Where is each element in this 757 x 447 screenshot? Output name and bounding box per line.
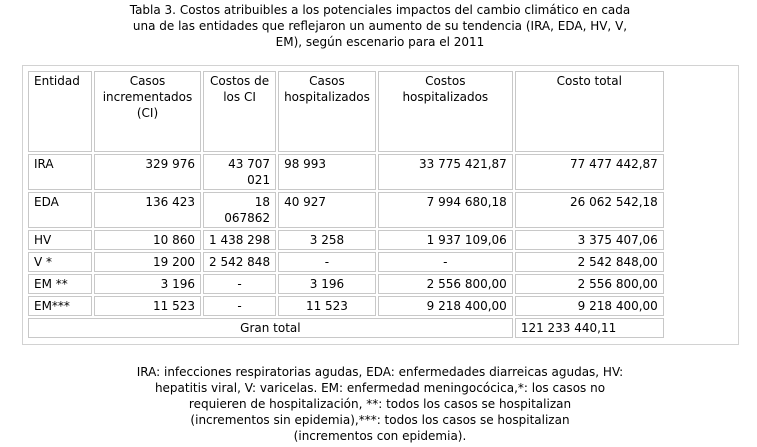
cell-entidad: EDA: [28, 192, 92, 228]
cell-costos-hospitalizados: 1 937 109,06: [377, 230, 513, 250]
cell-casos-hospitalizados: 11 523: [278, 296, 376, 316]
cell-casos-hospitalizados: 40 927: [278, 192, 376, 228]
cell-costo-total: 9 218 400,00: [514, 296, 664, 316]
cell-casos-hospitalizados: 98 993: [278, 154, 376, 190]
header-costo-total: Costo total: [514, 71, 664, 152]
cell-casos-incrementados: 11 523: [94, 296, 201, 316]
cell-costos-hospitalizados: -: [377, 252, 513, 272]
gran-total-value: 121 233 440,11: [514, 318, 664, 338]
cell-costo-total: 77 477 442,87: [514, 154, 664, 190]
cell-casos-incrementados: 136 423: [94, 192, 201, 228]
cell-costos-ci: 1 438 298: [203, 230, 277, 250]
header-entidad: Entidad: [28, 71, 92, 152]
table-notes: IRA: infecciones respiratorias agudas, E…: [60, 364, 700, 444]
cell-costo-total: 3 375 407,06: [514, 230, 664, 250]
cell-costos-ci: 2 542 848: [203, 252, 277, 272]
table-header-row: Entidad Casos incrementados (CI) Costos …: [28, 71, 664, 152]
cell-casos-hospitalizados: -: [278, 252, 376, 272]
cell-costo-total: 2 556 800,00: [514, 274, 664, 294]
header-costos-ci: Costos de los CI: [203, 71, 277, 152]
table-row: EM ** 3 196 - 3 196 2 556 800,00 2 556 8…: [28, 274, 664, 294]
cell-casos-hospitalizados: 3 258: [278, 230, 376, 250]
header-costos-hospitalizados: Costos hospitalizados: [377, 71, 513, 152]
cell-entidad: IRA: [28, 154, 92, 190]
note-line: (incrementos sin epidemia),***: todos lo…: [190, 413, 570, 427]
cell-costos-hospitalizados: 2 556 800,00: [377, 274, 513, 294]
cell-costo-total: 26 062 542,18: [514, 192, 664, 228]
table-row: V * 19 200 2 542 848 - - 2 542 848,00: [28, 252, 664, 272]
cell-casos-incrementados: 19 200: [94, 252, 201, 272]
gran-total-label: Gran total: [28, 318, 513, 338]
caption-line: una de las entidades que reflejaron un a…: [132, 19, 628, 33]
note-line: IRA: infecciones respiratorias agudas, E…: [136, 365, 624, 379]
table-caption: Tabla 3. Costos atribuibles a los potenc…: [80, 2, 680, 50]
cell-casos-incrementados: 329 976: [94, 154, 201, 190]
header-casos-hospitalizados: Casos hospitalizados: [278, 71, 376, 152]
cell-entidad: HV: [28, 230, 92, 250]
cell-costos-ci: -: [203, 296, 277, 316]
caption-line: EM), según escenario para el 2011: [275, 35, 485, 49]
note-line: (incrementos con epidemia).: [293, 429, 467, 443]
costs-table: Entidad Casos incrementados (CI) Costos …: [26, 69, 666, 340]
cell-casos-incrementados: 10 860: [94, 230, 201, 250]
table-row: EDA 136 423 18 067862 40 927 7 994 680,1…: [28, 192, 664, 228]
note-line: hepatitis viral, V: varicelas. EM: enfer…: [154, 381, 606, 395]
costs-table-frame: Entidad Casos incrementados (CI) Costos …: [22, 65, 739, 345]
cell-costos-hospitalizados: 7 994 680,18: [377, 192, 513, 228]
cell-costos-hospitalizados: 33 775 421,87: [377, 154, 513, 190]
cell-entidad: V *: [28, 252, 92, 272]
cell-costos-hospitalizados: 9 218 400,00: [377, 296, 513, 316]
cell-costos-ci: 43 707 021: [203, 154, 277, 190]
cell-costos-ci: -: [203, 274, 277, 294]
cell-entidad: EM **: [28, 274, 92, 294]
table-row: IRA 329 976 43 707 021 98 993 33 775 421…: [28, 154, 664, 190]
caption-line: Tabla 3. Costos atribuibles a los potenc…: [129, 3, 631, 17]
table-row: HV 10 860 1 438 298 3 258 1 937 109,06 3…: [28, 230, 664, 250]
cell-costos-ci: 18 067862: [203, 192, 277, 228]
cell-costo-total: 2 542 848,00: [514, 252, 664, 272]
cell-entidad: EM***: [28, 296, 92, 316]
cell-casos-hospitalizados: 3 196: [278, 274, 376, 294]
table-total-row: Gran total 121 233 440,11: [28, 318, 664, 338]
table-row: EM*** 11 523 - 11 523 9 218 400,00 9 218…: [28, 296, 664, 316]
cell-casos-incrementados: 3 196: [94, 274, 201, 294]
note-line: requieren de hospitalización, **: todos …: [188, 397, 572, 411]
header-casos-incrementados: Casos incrementados (CI): [94, 71, 201, 152]
